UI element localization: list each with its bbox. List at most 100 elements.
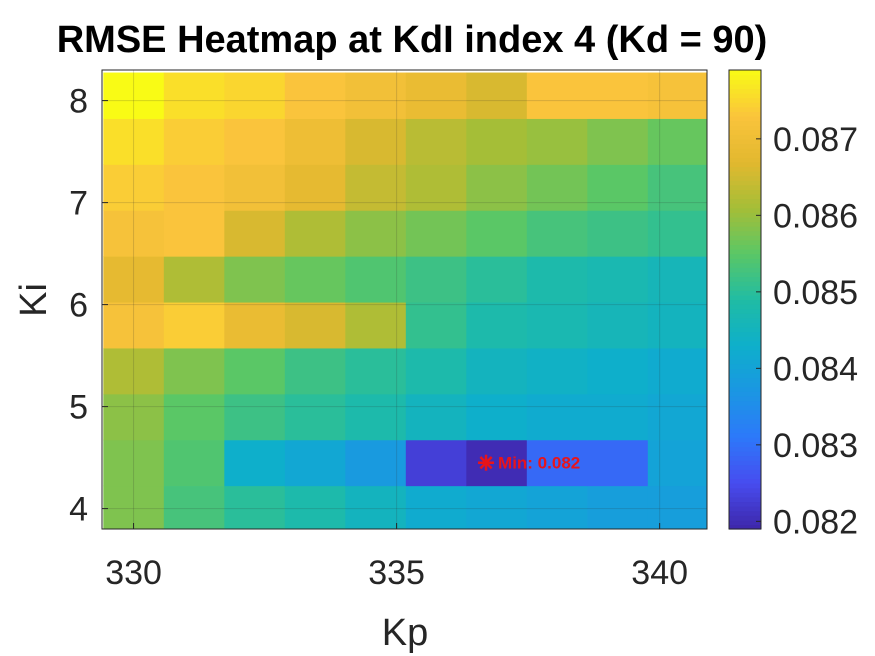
colorbar-segment bbox=[729, 198, 761, 204]
heatmap-cell bbox=[647, 164, 708, 211]
colorbar-segment bbox=[729, 170, 761, 177]
colorbar-segment bbox=[729, 175, 761, 181]
heatmap-cell bbox=[405, 118, 467, 165]
heatmap-cell bbox=[284, 347, 346, 395]
heatmap-cell bbox=[526, 72, 588, 119]
colorbar-segment bbox=[729, 414, 761, 420]
colorbar-segment bbox=[729, 294, 761, 301]
colorbar-segment bbox=[729, 473, 761, 480]
heatmap-cell bbox=[587, 393, 649, 441]
colorbar-segment bbox=[729, 262, 761, 268]
heatmap-cell bbox=[526, 118, 588, 165]
colorbar-segment bbox=[729, 483, 761, 489]
heatmap-cell bbox=[284, 439, 346, 487]
heatmap-cell bbox=[647, 256, 708, 303]
heatmap-cell bbox=[103, 393, 165, 441]
colorbar-segment bbox=[729, 446, 761, 452]
colorbar-segment bbox=[729, 129, 761, 135]
heatmap-cell bbox=[163, 72, 225, 119]
heatmap-cells bbox=[103, 72, 708, 530]
heatmap-cell bbox=[587, 164, 649, 211]
heatmap-cell bbox=[163, 347, 225, 395]
colorbar-segment bbox=[729, 368, 761, 374]
heatmap-cell bbox=[224, 302, 286, 349]
heatmap-cell bbox=[224, 118, 286, 165]
colorbar-tick-label: 0.085 bbox=[773, 274, 858, 312]
heatmap-cell bbox=[345, 256, 407, 303]
y-tick-label: 6 bbox=[69, 287, 88, 325]
colorbar-segment bbox=[729, 524, 761, 530]
heatmap-cell bbox=[647, 439, 708, 487]
heatmap-cell bbox=[163, 164, 225, 211]
heatmap-cell bbox=[103, 118, 165, 165]
colorbar-segment bbox=[729, 460, 761, 466]
x-tick-label: 335 bbox=[368, 554, 425, 592]
colorbar-segment bbox=[729, 152, 761, 158]
heatmap-cell bbox=[587, 210, 649, 257]
heatmap-cell bbox=[466, 256, 528, 303]
y-tick-label: 5 bbox=[69, 389, 88, 427]
heatmap-cell bbox=[163, 485, 225, 530]
colorbar-tick-label: 0.087 bbox=[773, 121, 858, 159]
heatmap-cell bbox=[647, 485, 708, 530]
colorbar-segment bbox=[729, 239, 761, 246]
heatmap-cell bbox=[587, 302, 649, 349]
colorbar-segment bbox=[729, 363, 761, 369]
colorbar-segment bbox=[729, 285, 761, 291]
colorbar-segment bbox=[729, 349, 761, 356]
heatmap-cell bbox=[103, 256, 165, 303]
heatmap-cell bbox=[224, 72, 286, 119]
colorbar-segment bbox=[729, 304, 761, 310]
heatmap-cell bbox=[103, 485, 165, 530]
colorbar-segment bbox=[729, 327, 761, 333]
heatmap-cell bbox=[466, 72, 528, 119]
colorbar-segment bbox=[729, 492, 761, 498]
heatmap-cell bbox=[466, 439, 528, 487]
heatmap-cell bbox=[405, 347, 467, 395]
colorbar-segment bbox=[729, 216, 761, 223]
colorbar-segment bbox=[729, 506, 761, 512]
heatmap-cell bbox=[405, 485, 467, 530]
heatmap-cell bbox=[526, 393, 588, 441]
heatmap-cell bbox=[345, 302, 407, 349]
colorbar-segment bbox=[729, 189, 761, 195]
colorbar-segment bbox=[729, 148, 761, 154]
y-axis-label: Ki bbox=[13, 283, 55, 317]
colorbar-segment bbox=[729, 372, 761, 379]
colorbar-segment bbox=[729, 111, 761, 117]
colorbar-segment bbox=[729, 340, 761, 346]
colorbar-segment bbox=[729, 207, 761, 213]
heatmap-cell bbox=[405, 72, 467, 119]
heatmap-cell bbox=[587, 439, 649, 487]
heatmap-cell bbox=[647, 302, 708, 349]
colorbar-segment bbox=[729, 336, 761, 342]
colorbar-segment bbox=[729, 313, 761, 319]
colorbar-segment bbox=[729, 157, 761, 163]
heatmap-cell bbox=[345, 210, 407, 257]
colorbar-segment bbox=[729, 281, 761, 287]
colorbar-segment bbox=[729, 161, 761, 167]
heatmap-cell bbox=[284, 302, 346, 349]
colorbar-segment bbox=[729, 519, 761, 526]
colorbar-segment bbox=[729, 258, 761, 264]
colorbar-segment bbox=[729, 515, 761, 521]
colorbar-segment bbox=[729, 395, 761, 402]
heatmap-cell bbox=[526, 439, 588, 487]
colorbar-segment bbox=[729, 97, 761, 103]
heatmap-cell bbox=[526, 302, 588, 349]
heatmap-cell bbox=[103, 347, 165, 395]
heatmap-cell bbox=[647, 393, 708, 441]
colorbar-segment bbox=[729, 184, 761, 190]
heatmap-cell bbox=[224, 347, 286, 395]
heatmap-cell bbox=[224, 393, 286, 441]
colorbar-segment bbox=[729, 432, 761, 438]
colorbar-segment bbox=[729, 180, 761, 186]
colorbar-segment bbox=[729, 276, 761, 282]
min-marker-stroke bbox=[479, 456, 493, 470]
heatmap-cell bbox=[587, 256, 649, 303]
heatmap-cell bbox=[405, 256, 467, 303]
heatmap-cell bbox=[526, 485, 588, 530]
colorbar-segment bbox=[729, 120, 761, 126]
colorbar-segment bbox=[729, 212, 761, 218]
